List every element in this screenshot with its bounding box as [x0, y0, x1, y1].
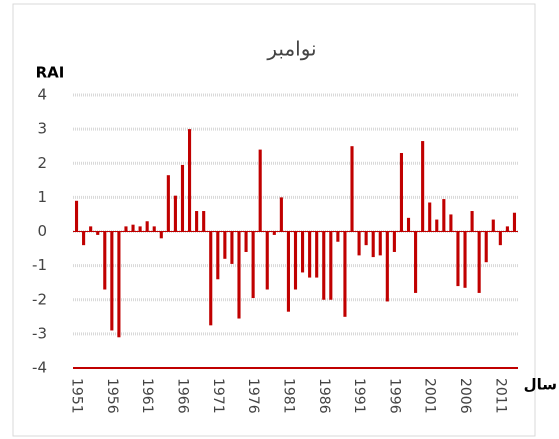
x-tick-label: 1996: [386, 378, 402, 414]
x-tick-label: 1971: [210, 378, 226, 414]
bar: [385, 231, 389, 302]
bar: [202, 211, 206, 232]
y-tick-label: 3: [37, 120, 47, 138]
bar: [159, 231, 163, 239]
bar: [96, 231, 100, 235]
y-tick-label: -4: [32, 359, 47, 377]
x-tick-label: 1976: [245, 378, 261, 414]
x-tick-label: 1966: [174, 378, 190, 414]
bar: [357, 231, 361, 256]
x-tick-label: 1951: [69, 378, 85, 414]
bar: [131, 224, 135, 232]
bar: [89, 226, 93, 232]
bar: [110, 231, 114, 331]
bar: [265, 231, 269, 290]
bar: [103, 231, 107, 290]
bar: [343, 231, 347, 317]
bar: [421, 141, 425, 232]
y-axis-title: RAI: [36, 64, 65, 82]
bar: [216, 231, 220, 280]
y-tick-label: 4: [37, 86, 47, 104]
bar: [399, 153, 404, 232]
bar: [322, 231, 326, 300]
bar: [505, 226, 509, 232]
x-tick-label: 1981: [280, 378, 296, 414]
x-tick-label: 1956: [104, 378, 120, 414]
bar: [392, 231, 396, 252]
bar: [414, 231, 418, 293]
bar: [498, 231, 502, 246]
bar: [477, 231, 481, 293]
bar: [470, 211, 474, 232]
chart-title: نوامبر: [266, 37, 316, 61]
bar: [251, 231, 255, 299]
bar: [258, 149, 262, 232]
bar: [195, 211, 199, 232]
bar: [117, 231, 121, 338]
y-tick-label: 2: [37, 154, 47, 172]
bar: [152, 226, 156, 232]
y-tick-label: -2: [32, 290, 47, 308]
bar: [286, 231, 290, 312]
bar: [230, 231, 234, 264]
bar: [272, 231, 276, 235]
bar: [428, 202, 432, 232]
bar: [463, 231, 467, 288]
bar: [187, 129, 192, 232]
bar: [166, 175, 170, 232]
bar: [223, 231, 227, 259]
bar: [491, 219, 495, 232]
bar: [512, 212, 517, 232]
bar: [371, 231, 375, 258]
bar: [329, 231, 333, 300]
bar: [145, 221, 149, 232]
bar: [293, 231, 298, 290]
x-axis-title: سال: [524, 376, 557, 394]
y-tick-label: -1: [32, 256, 47, 274]
bar: [378, 231, 382, 256]
bar: [350, 146, 354, 232]
bar: [82, 231, 86, 246]
bar: [237, 231, 241, 319]
y-tick-label: -3: [32, 324, 47, 342]
bar: [173, 195, 177, 232]
bar: [336, 231, 340, 242]
bar: [124, 226, 128, 232]
bar: [442, 199, 446, 232]
bar: [74, 200, 79, 232]
bar: [484, 231, 488, 263]
y-tick-label: 1: [37, 188, 47, 206]
bar: [180, 164, 185, 232]
bar: [279, 197, 283, 232]
bar: [449, 214, 453, 232]
bar: [315, 231, 319, 278]
bar: [308, 231, 312, 278]
bar: [138, 226, 142, 232]
x-tick-label: 2006: [457, 378, 473, 414]
bar: [435, 219, 439, 232]
chart-border: [12, 3, 536, 437]
x-tick-label: 2001: [422, 378, 438, 414]
bar: [456, 231, 460, 287]
x-tick-label: 1986: [316, 378, 332, 414]
x-tick-label: 1991: [351, 378, 367, 414]
bar: [209, 231, 213, 326]
bar: [364, 231, 368, 246]
bar: [301, 231, 305, 273]
bar: [244, 231, 248, 252]
bar: [406, 217, 411, 232]
y-tick-label: 0: [37, 222, 47, 240]
x-tick-label: 1961: [139, 378, 155, 414]
x-tick-label: 2011: [492, 378, 508, 414]
